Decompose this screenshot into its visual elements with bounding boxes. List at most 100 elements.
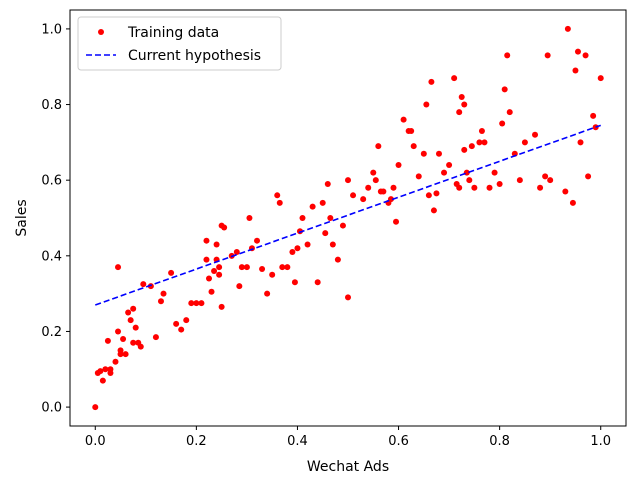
data-point-109 — [458, 93, 465, 100]
data-point-38 — [211, 267, 218, 274]
data-point-94 — [410, 143, 417, 150]
data-point-26 — [160, 290, 167, 297]
data-point-59 — [279, 264, 286, 271]
data-point-87 — [387, 196, 394, 203]
data-point-135 — [564, 25, 571, 32]
data-point-117 — [478, 128, 485, 135]
data-point-73 — [329, 241, 336, 248]
data-point-4 — [102, 366, 109, 373]
data-point-137 — [572, 67, 579, 74]
data-point-121 — [496, 180, 503, 187]
data-point-60 — [284, 264, 291, 271]
y-tick-label: 0.2 — [41, 325, 62, 340]
data-point-54 — [259, 266, 266, 273]
data-point-116 — [476, 139, 483, 146]
data-point-33 — [198, 300, 205, 307]
data-point-34 — [203, 256, 210, 263]
data-point-57 — [274, 192, 281, 199]
data-point-133 — [547, 177, 554, 184]
data-point-41 — [216, 271, 223, 278]
data-point-66 — [304, 241, 311, 248]
data-point-58 — [276, 199, 283, 206]
data-point-93 — [408, 128, 415, 135]
data-point-141 — [585, 173, 592, 180]
data-point-0 — [92, 404, 99, 411]
data-point-91 — [400, 116, 407, 123]
x-tick-label: 0.2 — [186, 434, 207, 449]
data-point-120 — [491, 169, 498, 176]
hypothesis-line — [95, 124, 601, 306]
data-point-18 — [130, 339, 137, 346]
data-point-107 — [456, 109, 463, 116]
data-point-61 — [289, 249, 296, 256]
data-point-64 — [296, 228, 303, 235]
data-point-128 — [521, 139, 528, 146]
data-point-49 — [238, 264, 245, 271]
data-point-103 — [441, 169, 448, 176]
data-point-138 — [574, 48, 581, 55]
y-tick-label: 0.8 — [41, 98, 62, 113]
data-point-42 — [216, 264, 223, 271]
data-point-132 — [544, 52, 551, 59]
legend-box — [77, 16, 282, 71]
data-point-113 — [466, 177, 473, 184]
data-point-13 — [120, 336, 127, 343]
data-point-75 — [339, 222, 346, 229]
data-point-80 — [365, 184, 372, 191]
data-point-140 — [582, 52, 589, 59]
data-point-45 — [221, 224, 228, 231]
legend: Training data Current hypothesis — [77, 16, 282, 71]
data-point-48 — [236, 283, 243, 290]
data-point-89 — [393, 218, 400, 225]
data-point-51 — [246, 215, 253, 221]
y-tick-label: 1.0 — [41, 22, 62, 37]
data-point-10 — [115, 328, 122, 335]
data-point-99 — [428, 78, 435, 85]
legend-label-current-hypothesis: Current hypothesis — [128, 48, 261, 64]
data-point-3 — [99, 377, 106, 384]
data-point-104 — [446, 162, 453, 169]
data-point-76 — [345, 294, 351, 301]
data-point-56 — [269, 271, 276, 278]
y-tick-label: 0.6 — [41, 174, 62, 189]
data-point-124 — [504, 52, 511, 59]
data-point-114 — [468, 143, 475, 150]
data-point-131 — [542, 173, 549, 180]
data-point-8 — [112, 358, 119, 365]
scatter-points — [92, 25, 604, 411]
data-point-50 — [243, 264, 250, 271]
data-point-22 — [140, 281, 147, 288]
data-point-71 — [324, 180, 331, 187]
data-point-55 — [264, 290, 271, 297]
data-point-68 — [314, 279, 321, 286]
data-point-40 — [213, 241, 220, 248]
data-point-97 — [423, 101, 430, 108]
x-axis-label: Wechat Ads — [307, 459, 389, 475]
data-point-7 — [107, 366, 114, 373]
data-point-102 — [435, 150, 442, 157]
hypothesis-line-path — [95, 124, 601, 306]
data-point-63 — [294, 245, 301, 252]
x-tick-label: 1.0 — [590, 434, 611, 449]
data-point-95 — [415, 173, 422, 180]
data-point-17 — [130, 305, 137, 312]
data-point-90 — [395, 162, 402, 169]
data-point-28 — [173, 320, 180, 327]
data-point-85 — [380, 188, 387, 195]
data-point-25 — [157, 298, 164, 305]
data-point-44 — [218, 303, 225, 310]
data-point-16 — [127, 317, 134, 324]
data-point-105 — [451, 75, 458, 82]
data-point-98 — [425, 192, 432, 199]
data-point-31 — [188, 300, 195, 307]
data-point-134 — [562, 188, 569, 195]
x-tick-label: 0.0 — [85, 434, 106, 449]
data-point-36 — [206, 275, 212, 282]
data-point-110 — [461, 101, 468, 108]
legend-marker-training-data — [98, 29, 104, 35]
data-point-9 — [115, 264, 122, 271]
data-point-130 — [537, 184, 544, 191]
data-point-136 — [569, 199, 576, 206]
data-point-108 — [456, 184, 463, 191]
